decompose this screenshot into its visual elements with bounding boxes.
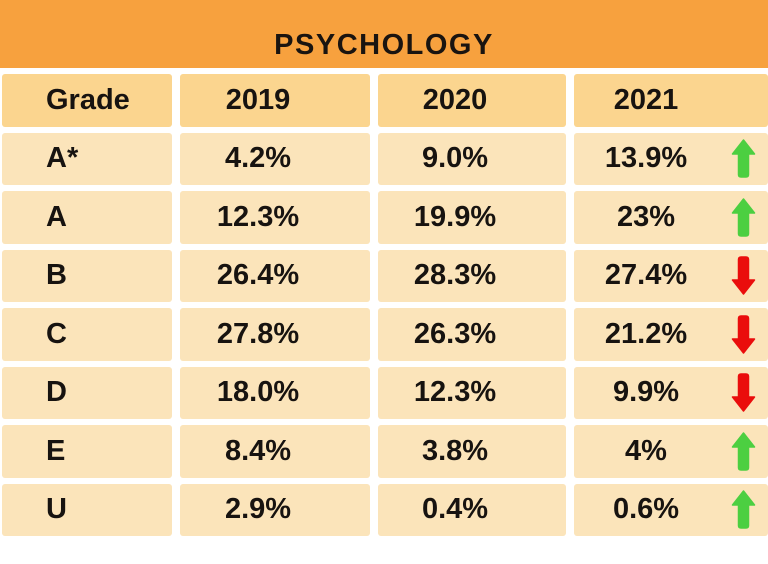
value-cell-2020: 3.8% [378,425,566,478]
grade-cell: A [2,191,172,244]
value-cell-2020: 9.0% [378,132,566,185]
trend-arrow-icon [731,373,756,412]
value-cell-2019: 12.3% [180,191,370,244]
column-header-grade: Grade [2,74,172,127]
value-2021: 9.9% [612,376,680,409]
column-header-2020: 2020 [378,74,566,127]
value-cell-2020: 26.3% [378,308,566,361]
grade-cell: E [2,425,172,478]
trend-arrow-icon [731,198,756,237]
value-2021: 27.4% [604,259,688,292]
value-2021: 21.2% [604,317,688,350]
value-cell-2020: 19.9% [378,191,566,244]
grade-cell: B [2,249,172,302]
value-2021: 13.9% [604,142,688,175]
trend-arrow-icon [731,139,756,178]
column-header-2021-label: 2021 [613,83,679,116]
value-cell-2021: 23% [574,191,768,244]
value-cell-2019: 2.9% [180,483,370,536]
value-cell-2019: 18.0% [180,366,370,419]
column-header-2021: 2021 [574,74,768,127]
value-cell-2021: 27.4% [574,249,768,302]
trend-arrow-icon [731,490,756,529]
grade-cell: A* [2,132,172,185]
value-cell-2021: 4% [574,425,768,478]
value-cell-2019: 4.2% [180,132,370,185]
trend-arrow-icon [731,256,756,295]
value-cell-2019: 27.8% [180,308,370,361]
arrow-column-spacer [718,74,768,127]
value-cell-2020: 0.4% [378,483,566,536]
grades-table: Grade 2019 2020 2021 A* 4.2% 9.0% 13.9% … [0,74,768,536]
value-2021: 4% [625,434,667,467]
trend-arrow-icon [731,315,756,354]
value-cell-2019: 8.4% [180,425,370,478]
value-cell-2021: 0.6% [574,483,768,536]
value-cell-2020: 28.3% [378,249,566,302]
grade-cell: U [2,483,172,536]
trend-arrow-icon [731,432,756,471]
table-title: PSYCHOLOGY [274,28,494,61]
value-cell-2021: 21.2% [574,308,768,361]
grade-cell: C [2,308,172,361]
column-header-2019: 2019 [180,74,370,127]
value-cell-2020: 12.3% [378,366,566,419]
grade-cell: D [2,366,172,419]
value-cell-2019: 26.4% [180,249,370,302]
value-2021: 23% [616,200,676,233]
title-banner: PSYCHOLOGY [0,0,768,68]
value-2021: 0.6% [612,493,680,526]
value-cell-2021: 13.9% [574,132,768,185]
value-cell-2021: 9.9% [574,366,768,419]
